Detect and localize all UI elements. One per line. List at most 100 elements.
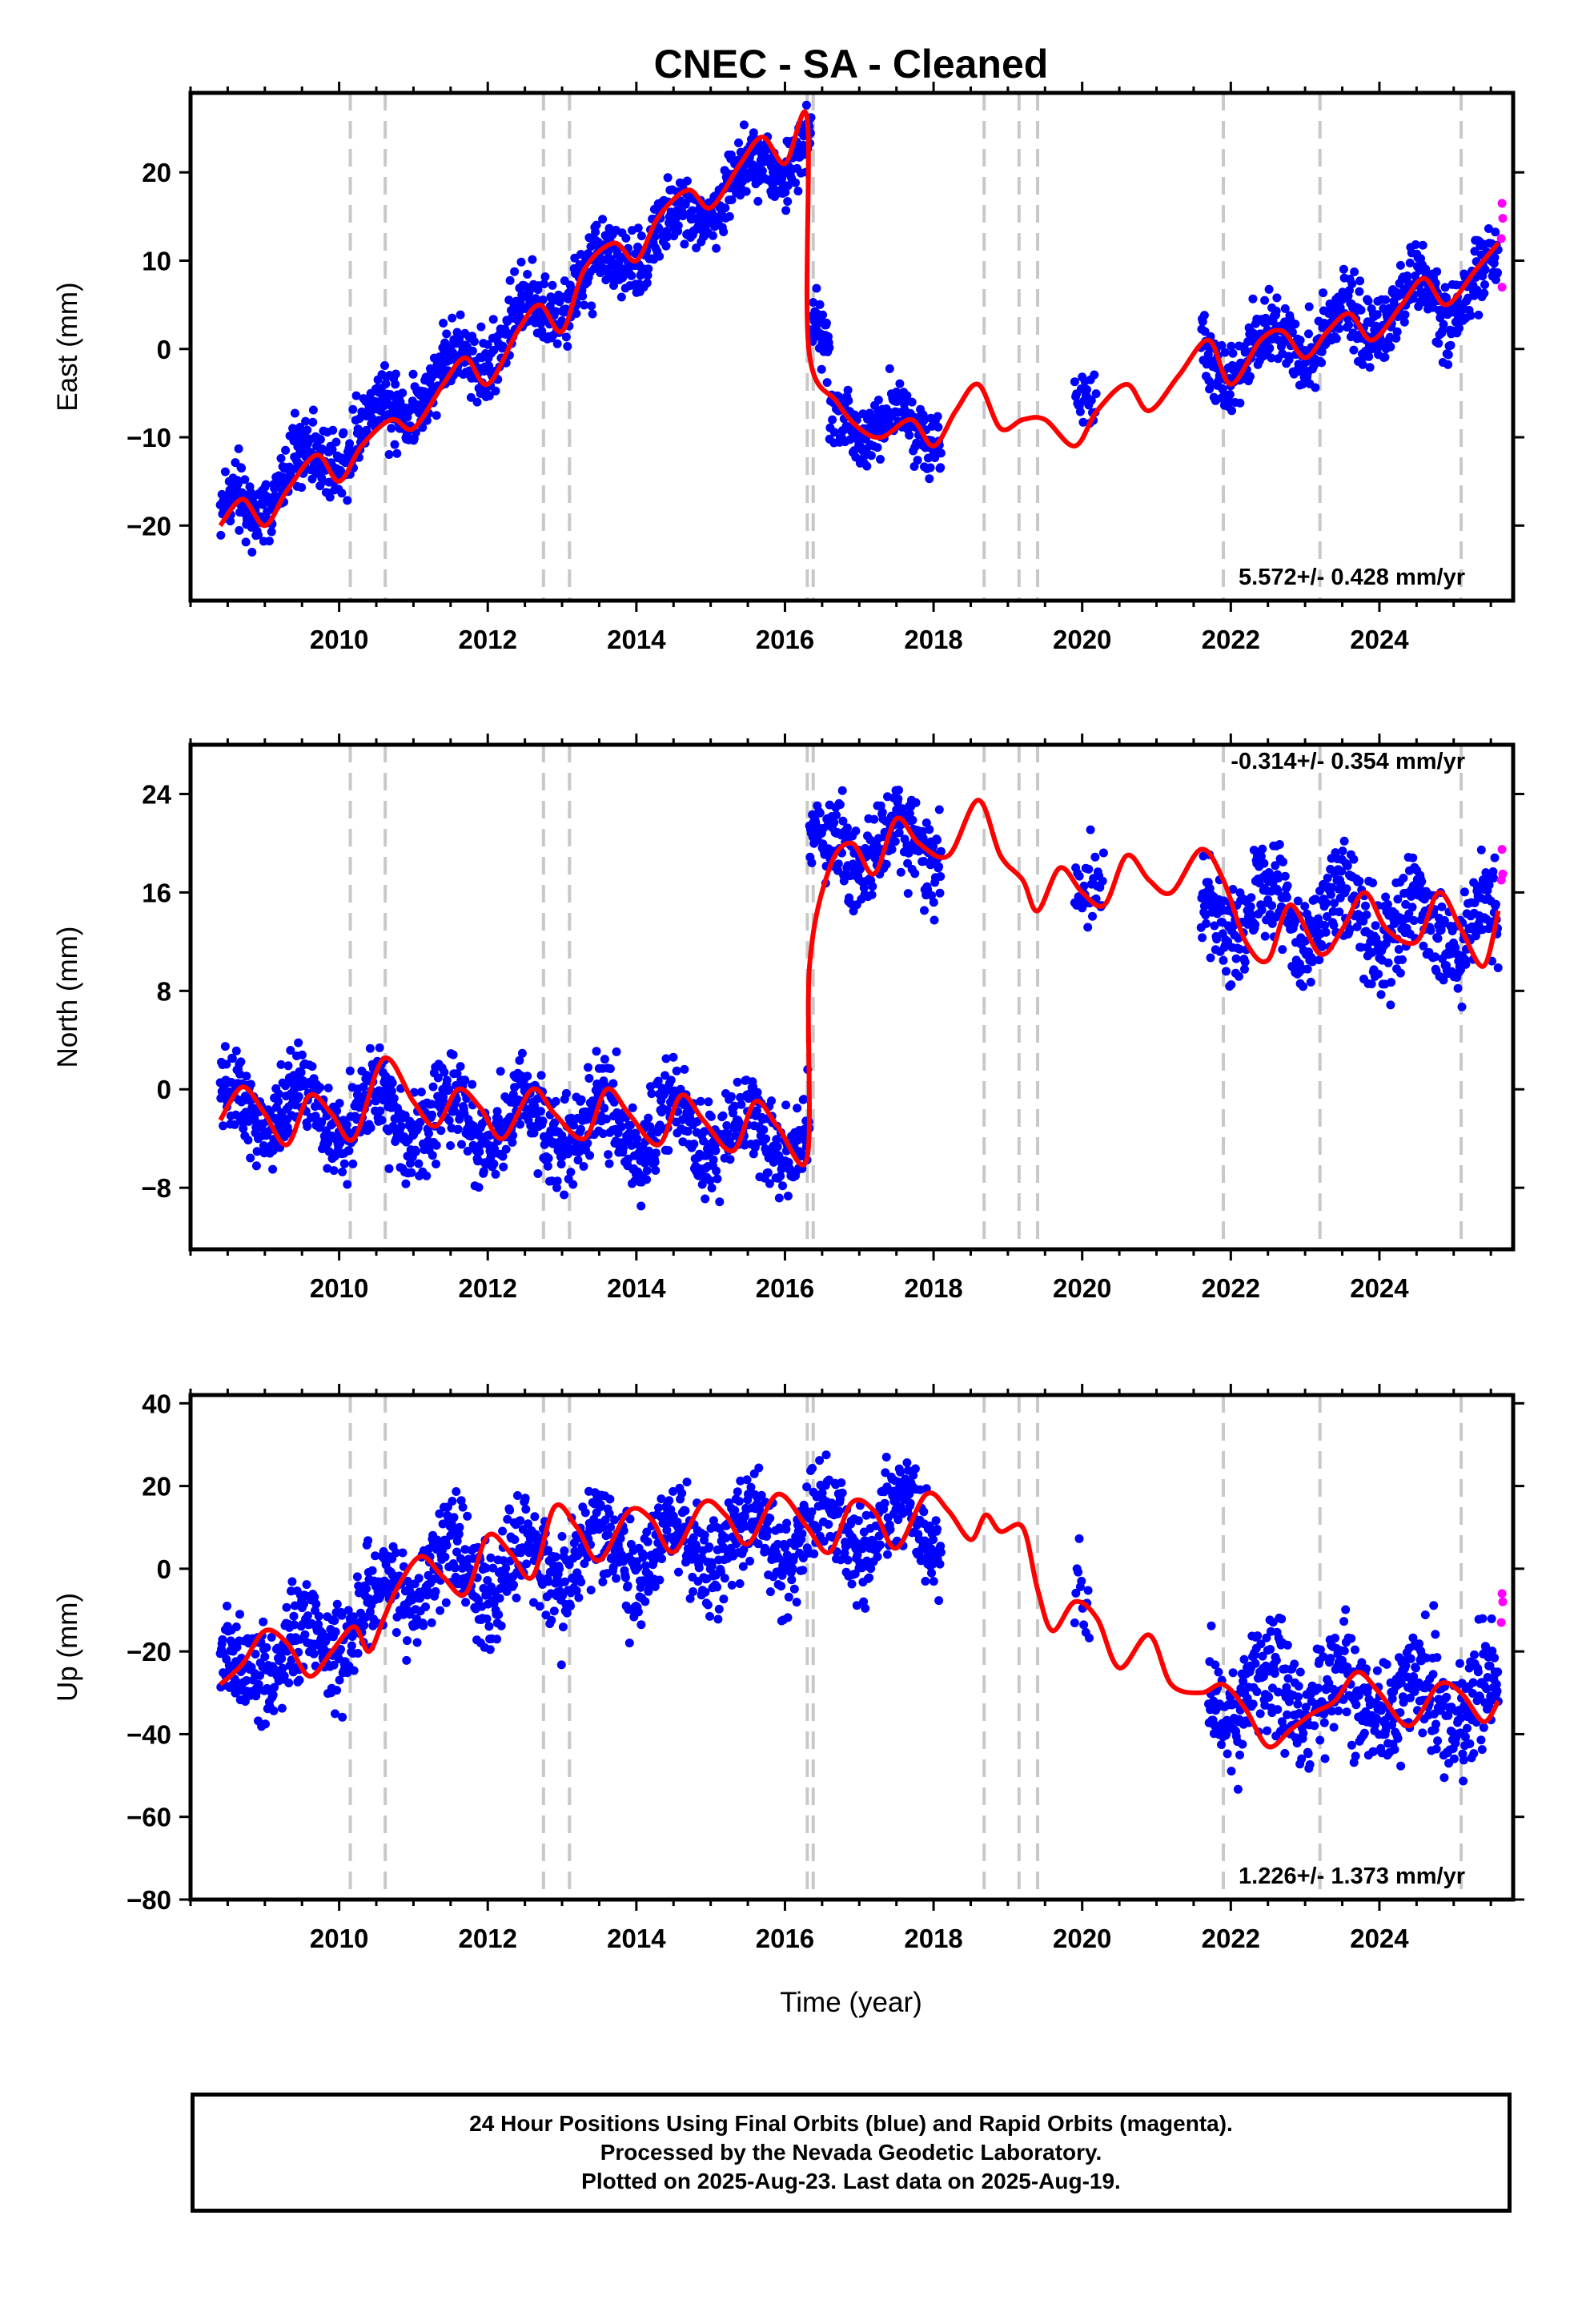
chart-title: CNEC - SA - Cleaned (654, 42, 1049, 86)
data-point (845, 435, 855, 444)
data-point (752, 1106, 761, 1116)
data-point (276, 1059, 286, 1069)
data-point (718, 1111, 728, 1120)
data-point (239, 1124, 248, 1133)
data-point (651, 1148, 661, 1158)
data-point (327, 444, 337, 454)
data-point (625, 1514, 635, 1524)
data-point (1267, 353, 1276, 363)
data-point (536, 1071, 546, 1080)
data-point (396, 397, 405, 407)
data-point (339, 1159, 349, 1168)
data-point (551, 307, 560, 316)
data-point (1235, 944, 1244, 954)
data-point (440, 1552, 450, 1562)
data-point (734, 138, 743, 147)
data-point (449, 1513, 459, 1522)
data-point (556, 1160, 566, 1169)
data-point (220, 1042, 230, 1051)
data-point (896, 867, 905, 877)
data-point (235, 1610, 244, 1619)
data-point (821, 318, 831, 328)
data-point (436, 1606, 445, 1615)
data-point (788, 1564, 797, 1574)
data-point (647, 1089, 656, 1099)
data-point (605, 1064, 615, 1073)
data-point (544, 1577, 553, 1586)
data-point (774, 1193, 784, 1203)
data-point (475, 1147, 484, 1156)
x-tick-label: 2020 (1053, 1273, 1111, 1303)
data-point (281, 1081, 291, 1091)
data-point (300, 1630, 310, 1639)
data-point (1300, 902, 1310, 911)
data-point (1088, 911, 1097, 921)
data-point (560, 1190, 569, 1200)
data-point (529, 1128, 539, 1138)
data-point (862, 461, 872, 471)
data-point (735, 1579, 745, 1588)
data-point (551, 1552, 560, 1562)
data-point (726, 1092, 736, 1101)
data-point (218, 1634, 227, 1644)
data-point (681, 1506, 690, 1515)
data-point (925, 825, 934, 834)
data-point (450, 1563, 460, 1573)
data-point (1280, 304, 1290, 313)
data-point (1404, 909, 1414, 919)
data-point (669, 1486, 678, 1496)
data-point (1219, 955, 1228, 965)
data-point (1387, 978, 1396, 987)
data-point (254, 530, 263, 540)
data-point (828, 415, 837, 424)
data-point (918, 833, 928, 842)
data-point (1394, 945, 1403, 954)
data-point (1381, 295, 1391, 304)
data-point (929, 842, 938, 851)
data-point (812, 283, 821, 293)
data-point (837, 786, 847, 795)
data-point (774, 1554, 784, 1563)
data-point (576, 1578, 586, 1586)
data-point (777, 1582, 786, 1591)
data-point (255, 1671, 264, 1680)
data-point (259, 1617, 268, 1626)
data-point (543, 1161, 552, 1171)
data-point (604, 1159, 614, 1168)
data-point (1451, 943, 1460, 952)
data-point (552, 1183, 561, 1192)
data-point (1368, 879, 1378, 887)
data-point (231, 1622, 241, 1631)
rapid-orbit-point (1497, 845, 1507, 854)
data-point (222, 1059, 231, 1069)
data-point (1395, 260, 1405, 270)
data-point (842, 823, 852, 833)
data-point (919, 857, 929, 866)
data-point (290, 408, 299, 418)
data-point (297, 1050, 307, 1059)
data-point (936, 448, 946, 458)
data-point (919, 416, 929, 425)
data-point (781, 1100, 791, 1110)
data-point (662, 232, 672, 242)
data-point (566, 1602, 575, 1610)
x-tick-label: 2012 (459, 1273, 517, 1303)
data-point (252, 1147, 262, 1156)
y-tick-label: −8 (141, 1173, 171, 1203)
data-point (903, 889, 913, 899)
data-point (734, 1497, 744, 1506)
data-point (680, 239, 689, 249)
data-point (596, 1500, 605, 1510)
data-point (1361, 901, 1370, 911)
data-point (934, 805, 944, 814)
data-point (757, 1490, 766, 1500)
rapid-orbit-point (1496, 875, 1506, 885)
data-point (307, 1062, 317, 1072)
data-point (1227, 980, 1236, 990)
data-point (489, 345, 499, 355)
y-axis-title: North (mm) (52, 927, 83, 1068)
data-point (925, 474, 934, 484)
data-point (510, 267, 520, 276)
data-point (586, 1586, 596, 1594)
data-point (267, 1633, 276, 1642)
